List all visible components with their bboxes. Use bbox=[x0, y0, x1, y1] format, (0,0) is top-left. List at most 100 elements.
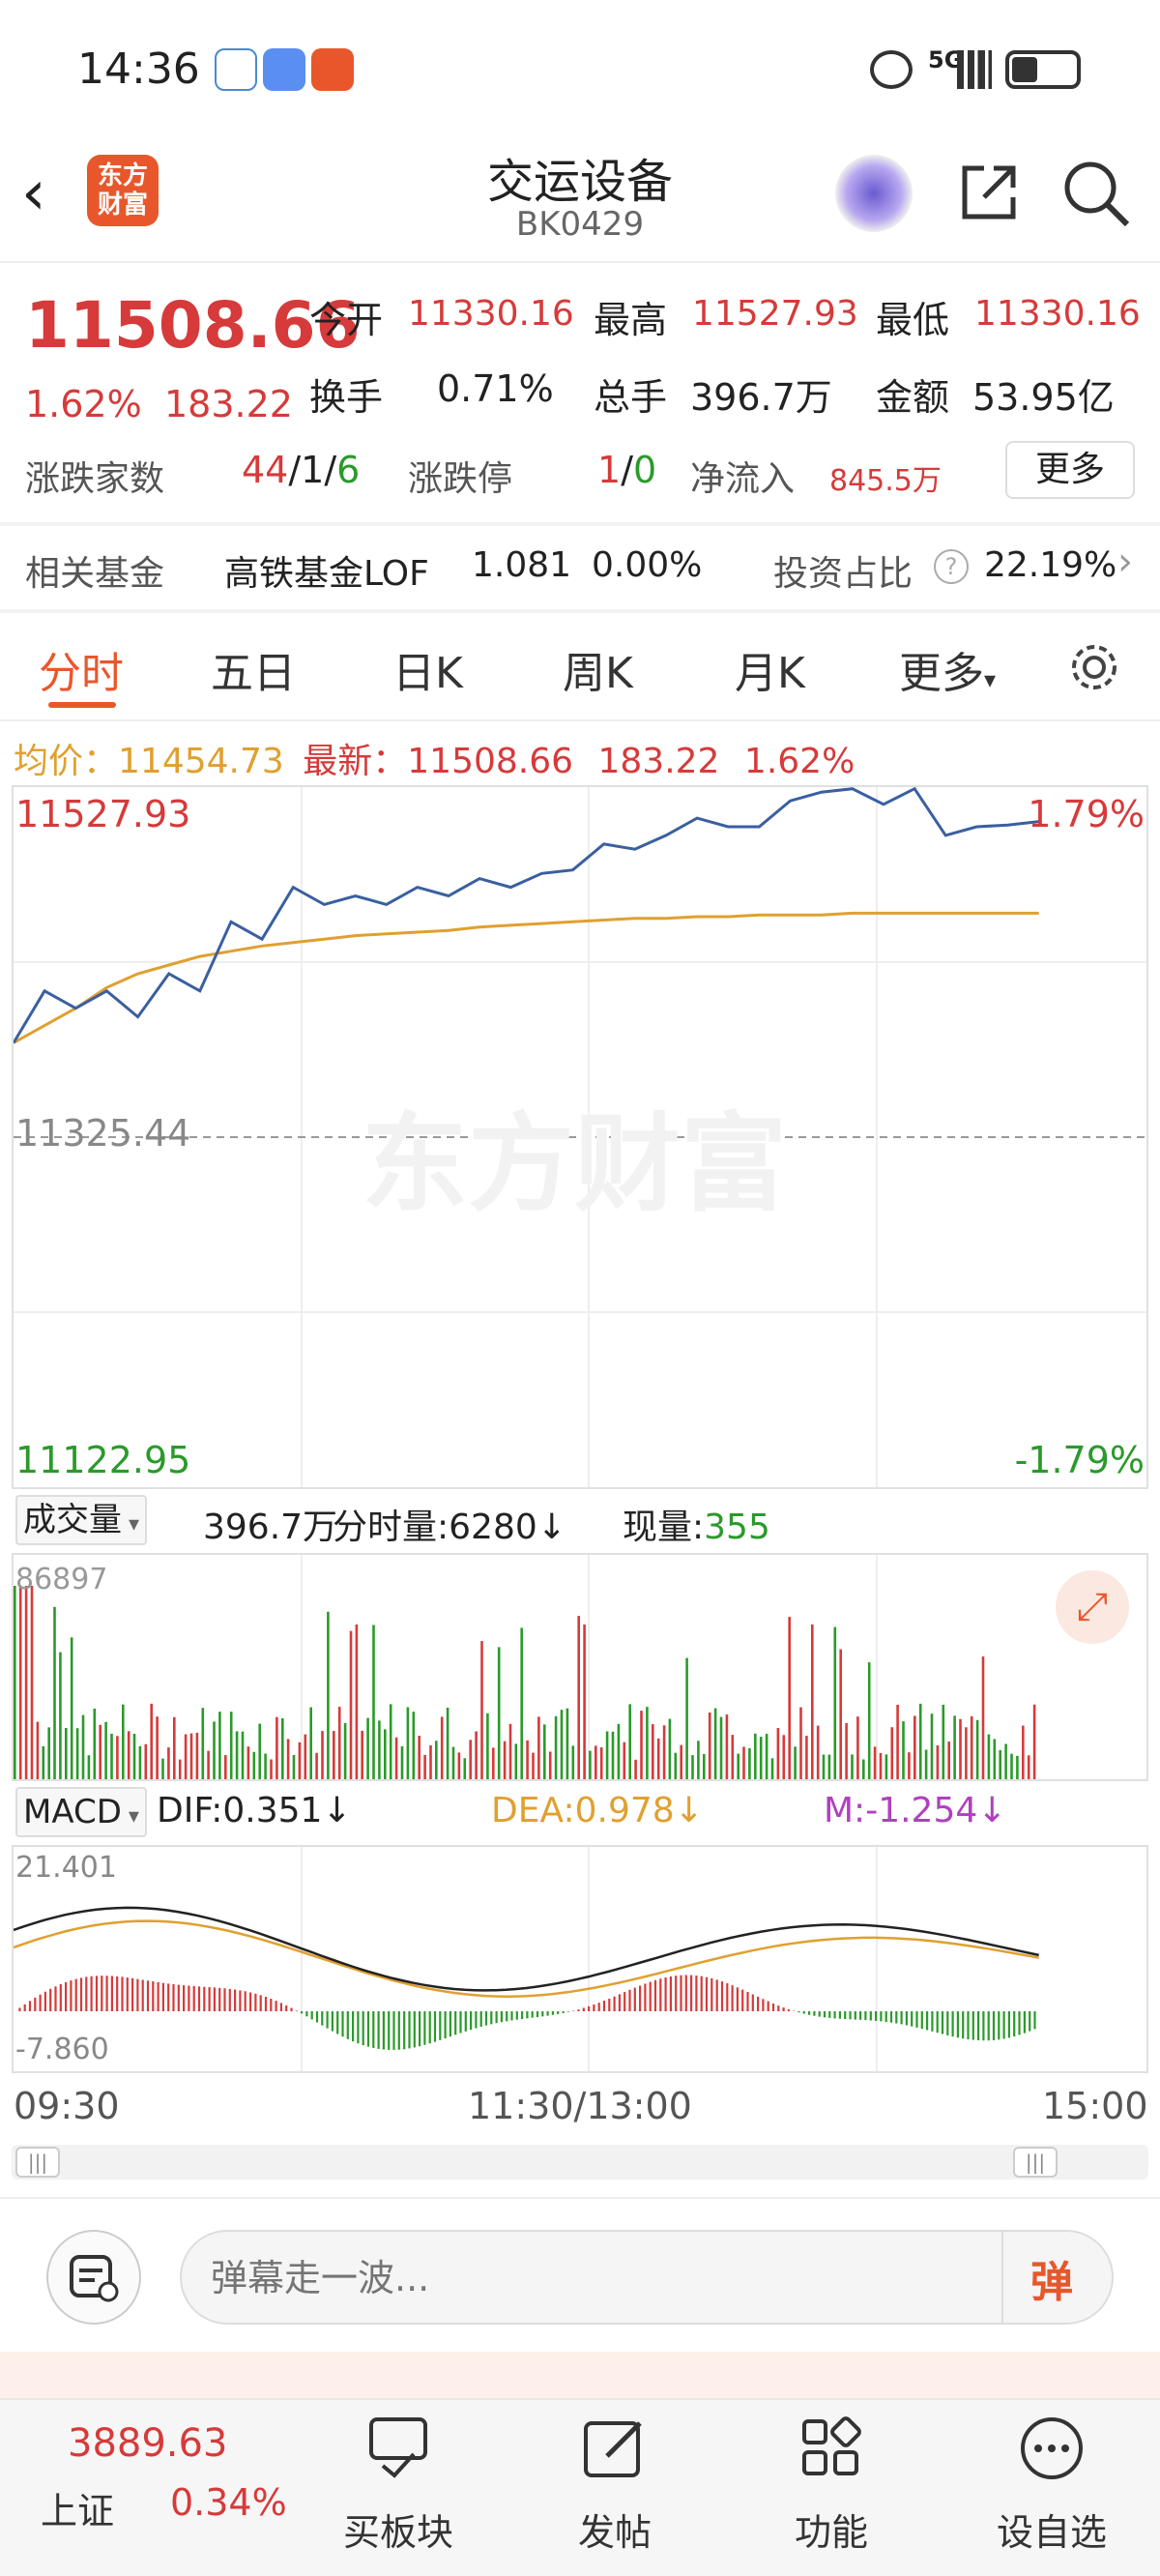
fund-price: 1.081 bbox=[472, 545, 572, 585]
volume-bar bbox=[508, 1723, 512, 1779]
macd-hist-bar bbox=[531, 2011, 534, 2018]
volume-bar bbox=[731, 1735, 735, 1779]
danmu-button[interactable]: 弹 bbox=[1030, 2258, 1073, 2307]
danmu-input-wrapper[interactable]: 弹 bbox=[180, 2230, 1114, 2325]
volume-bar bbox=[794, 1746, 797, 1779]
range-slider[interactable]: ||| ||| bbox=[12, 2145, 1148, 2180]
volume-bar bbox=[708, 1712, 711, 1779]
inflow-value: 845.5万 bbox=[829, 464, 942, 498]
macd-hist-bar bbox=[18, 2007, 21, 2011]
macd-hist-bar bbox=[541, 2011, 544, 2017]
macd-hist-bar bbox=[526, 2011, 529, 2019]
avg-price-line bbox=[14, 911, 1039, 1044]
macd-hist-bar bbox=[213, 1987, 216, 2011]
share-icon[interactable] bbox=[955, 159, 1023, 226]
macd-hist-bar bbox=[428, 2011, 431, 2044]
macd-hist-bar bbox=[74, 1978, 77, 2011]
macd-hist-bar bbox=[577, 2009, 580, 2011]
volume-bar bbox=[617, 1723, 621, 1779]
amount-value: 53.95亿 bbox=[972, 376, 1115, 419]
volume-bar bbox=[765, 1734, 768, 1779]
volume-bar bbox=[309, 1707, 312, 1779]
current-price: 11508.66 bbox=[25, 288, 361, 363]
volume-bar bbox=[469, 1740, 472, 1779]
volume-bar bbox=[400, 1746, 404, 1779]
macd-hist-bar bbox=[157, 1981, 160, 2011]
macd-hist-bar bbox=[613, 1996, 616, 2011]
macd-indicator-select[interactable]: MACD ▾ bbox=[15, 1787, 147, 1837]
danmu-input[interactable] bbox=[211, 2251, 945, 2305]
intraday-chart[interactable]: 东方财富 11527.93 1.79% 11325.44 11122.95 -1… bbox=[12, 785, 1148, 1489]
macd-hist-bar bbox=[459, 2011, 462, 2034]
volume-bar bbox=[36, 1721, 40, 1779]
tab-day-k[interactable]: 日K bbox=[392, 649, 463, 698]
macd-hist-bar bbox=[218, 1987, 221, 2011]
comment-list-icon[interactable] bbox=[46, 2230, 141, 2325]
volume-bar bbox=[566, 1708, 569, 1779]
more-dots-icon bbox=[1021, 2417, 1083, 2479]
volume-bar bbox=[475, 1731, 478, 1779]
macd-hist-bar bbox=[301, 2011, 304, 2014]
macd-hist-bar bbox=[357, 2011, 360, 2044]
volume-bar bbox=[18, 1586, 22, 1779]
nav-functions[interactable]: 功能 bbox=[754, 2398, 909, 2576]
search-icon[interactable] bbox=[1061, 159, 1131, 228]
volume-bar bbox=[81, 1714, 85, 1779]
macd-hist-bar bbox=[833, 2011, 836, 2019]
macd-hist-bar bbox=[500, 2011, 503, 2023]
tab-month-k[interactable]: 月K bbox=[735, 649, 805, 698]
macd-hist-bar bbox=[197, 1986, 201, 2011]
change-percent: 1.62% bbox=[25, 383, 142, 425]
related-fund-row[interactable]: 相关基金 高铁基金LOF 1.081 0.00% 投资占比 ? 22.19% › bbox=[0, 526, 1160, 609]
help-icon[interactable]: ? bbox=[934, 549, 969, 584]
macd-hist-bar bbox=[639, 1985, 642, 2011]
volume-bar bbox=[189, 1733, 193, 1779]
macd-hist-bar bbox=[470, 2011, 473, 2031]
macd-hist-bar bbox=[920, 2011, 923, 2030]
macd-hist-bar bbox=[895, 2011, 898, 2024]
volume-bar bbox=[173, 1716, 176, 1779]
macd-hist-bar bbox=[352, 2011, 355, 2042]
limit-counts: 1/0 bbox=[597, 449, 657, 491]
macd-hist-bar bbox=[131, 1977, 134, 2011]
macd-hist-bar bbox=[746, 1992, 749, 2011]
nav-post[interactable]: 发帖 bbox=[537, 2398, 692, 2576]
volume-chart[interactable]: 86897 ⤢ bbox=[12, 1553, 1148, 1781]
nav-add-watchlist[interactable]: 设自选 bbox=[974, 2398, 1129, 2576]
volume-bar bbox=[252, 1751, 256, 1779]
assistant-avatar-icon[interactable] bbox=[835, 155, 913, 232]
more-button[interactable]: 更多 bbox=[1005, 441, 1135, 499]
volume-bar bbox=[583, 1625, 586, 1779]
nav-buy-sector[interactable]: 买板块 bbox=[321, 2398, 476, 2576]
back-icon[interactable]: ‹ bbox=[21, 158, 46, 229]
volume-bar bbox=[571, 1745, 575, 1779]
range-handle-left[interactable]: ||| bbox=[15, 2147, 60, 2178]
volume-bar bbox=[914, 1715, 916, 1779]
macd-hist-bar bbox=[290, 2007, 293, 2011]
tab-more[interactable]: 更多▾ bbox=[899, 649, 997, 698]
volume-bar bbox=[207, 1750, 210, 1779]
macd-hist-bar bbox=[967, 2011, 970, 2039]
macd-hist-bar bbox=[992, 2011, 996, 2040]
macd-hist-bar bbox=[203, 1986, 206, 2011]
macd-hist-bar bbox=[546, 2011, 549, 2016]
tab-week-k[interactable]: 周K bbox=[563, 649, 633, 698]
volume-bar bbox=[30, 1586, 34, 1779]
volume-bar bbox=[634, 1759, 637, 1779]
volume-bar bbox=[668, 1718, 672, 1779]
volume-bar bbox=[822, 1754, 826, 1779]
fund-name: 高铁基金LOF bbox=[224, 554, 429, 594]
range-handle-right[interactable]: ||| bbox=[1013, 2147, 1058, 2178]
settings-gear-icon[interactable] bbox=[1067, 640, 1121, 694]
macd-hist-bar bbox=[515, 2011, 518, 2020]
volume-bar bbox=[412, 1712, 416, 1779]
tab-intraday[interactable]: 分时 bbox=[39, 649, 124, 698]
macd-hist-bar bbox=[1023, 2011, 1026, 2034]
macd-chart[interactable]: 21.401 -7.860 bbox=[12, 1845, 1148, 2073]
volume-indicator-select[interactable]: 成交量 ▾ bbox=[15, 1495, 148, 1545]
macd-hist-bar bbox=[506, 2011, 508, 2022]
tab-five-day[interactable]: 五日 bbox=[211, 649, 296, 698]
volume-bar bbox=[138, 1745, 142, 1779]
expand-icon[interactable]: ⤢ bbox=[1056, 1570, 1129, 1644]
macd-hist-bar bbox=[644, 1983, 647, 2011]
